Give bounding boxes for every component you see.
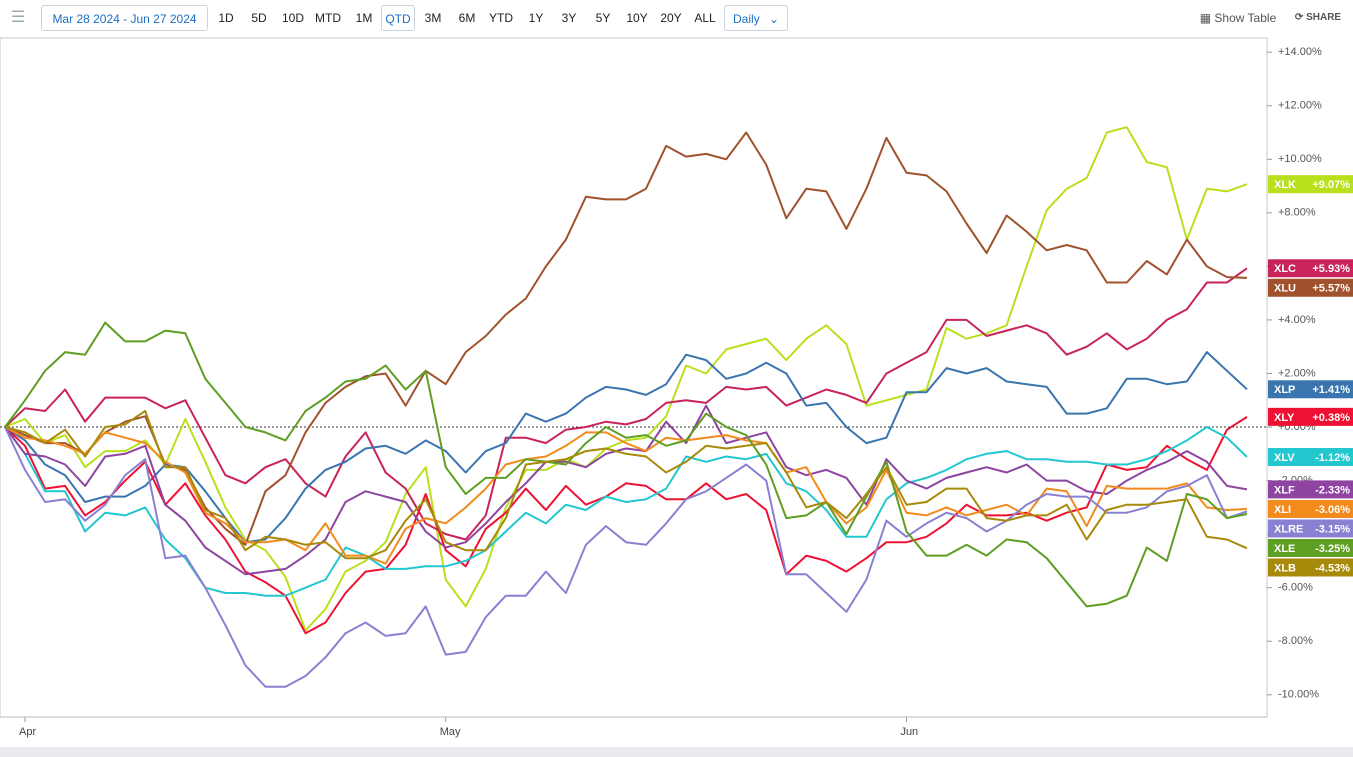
end-label-value: +1.41% — [1312, 384, 1350, 396]
end-label-name: XLV — [1274, 452, 1295, 464]
series-line — [4, 267, 1248, 541]
end-label-name: XLC — [1274, 263, 1296, 275]
end-label-name: XLRE — [1274, 523, 1303, 535]
end-label-value: -2.33% — [1315, 484, 1350, 496]
end-label-name: XLI — [1274, 504, 1291, 516]
plot-frame — [0, 37, 1268, 718]
end-label-value: -3.25% — [1315, 543, 1350, 555]
end-label-name: XLB — [1274, 562, 1296, 574]
x-tick-label: May — [440, 726, 461, 738]
end-label: XLV -1.12% — [1268, 448, 1353, 467]
x-tick-label: Apr — [19, 726, 36, 738]
end-label-value: +5.57% — [1312, 283, 1350, 295]
range-button[interactable]: 3Y — [561, 11, 577, 25]
y-tick-label: +8.00% — [1278, 207, 1316, 219]
end-label: XLE -3.25% — [1268, 538, 1353, 557]
end-label-box — [1268, 448, 1353, 467]
end-label-name: XLF — [1274, 484, 1295, 496]
range-button[interactable]: 6M — [458, 11, 476, 25]
series-line — [4, 131, 1248, 546]
end-label-box — [1268, 380, 1353, 399]
end-label-box — [1268, 519, 1353, 538]
end-label: XLF -2.33% — [1268, 480, 1353, 499]
end-label-value: -4.53% — [1315, 562, 1350, 574]
share-label: SHARE — [1306, 12, 1342, 23]
series-line — [4, 321, 1248, 608]
end-label-box — [1268, 538, 1353, 557]
x-tick-label: Jun — [900, 726, 918, 738]
y-tick-label: -6.00% — [1278, 582, 1313, 594]
y-tick-label: -8.00% — [1278, 635, 1313, 647]
end-label: XLK +9.07% — [1268, 175, 1353, 194]
end-label: XLP +1.41% — [1268, 380, 1353, 399]
end-label-box — [1268, 259, 1353, 278]
range-button[interactable]: 5D — [251, 11, 267, 25]
end-label-name: XLU — [1274, 283, 1296, 295]
share[interactable]: ⟳ SHARE — [1294, 12, 1342, 23]
end-label-value: +9.07% — [1312, 179, 1350, 191]
end-label-box — [1268, 407, 1353, 426]
y-tick-label: +10.00% — [1278, 153, 1322, 165]
end-label: XLU +5.57% — [1268, 278, 1353, 297]
series-line — [4, 126, 1248, 632]
end-label-value: -3.06% — [1315, 504, 1350, 516]
end-label-box — [1268, 175, 1353, 194]
end-label-name: XLP — [1274, 384, 1295, 396]
end-label: XLC +5.93% — [1268, 259, 1353, 278]
end-label: XLI -3.06% — [1268, 499, 1353, 518]
show-table-label: Show Table — [1214, 11, 1277, 25]
interval-label: Daily — [733, 12, 760, 26]
end-label-box — [1268, 499, 1353, 518]
range-button[interactable]: 1Y — [528, 11, 544, 25]
end-label-value: -3.15% — [1315, 523, 1350, 535]
date-range[interactable]: Mar 28 2024 - Jun 27 2024 — [41, 5, 208, 31]
y-tick-label: +14.00% — [1278, 46, 1322, 58]
range-button[interactable]: 3M — [424, 11, 442, 25]
y-tick-label: +2.00% — [1278, 367, 1316, 379]
end-label-value: -1.12% — [1315, 452, 1350, 464]
interval-select[interactable]: Daily ⌄ — [724, 5, 788, 31]
range-button[interactable]: 10D — [281, 11, 304, 25]
series-line — [4, 410, 1248, 560]
menu-icon[interactable]: ☰ — [10, 9, 26, 26]
dropdown-arrow: ⌄ — [768, 12, 779, 26]
end-label-box — [1268, 558, 1353, 577]
scrollbar — [0, 747, 1353, 757]
show-table[interactable]: ▦ Show Table — [1199, 11, 1277, 25]
toolbar: ☰ Mar 28 2024 - Jun 27 2024 1D 5D 10D MTD 1M… — [0, 0, 1353, 38]
y-tick-label: +12.00% — [1278, 100, 1322, 112]
end-label: XLRE -3.15% — [1268, 519, 1353, 538]
range-button[interactable]: YTD — [489, 11, 513, 25]
series-line — [4, 351, 1248, 544]
range-button[interactable]: QTD — [381, 5, 415, 31]
range-button[interactable]: 20Y — [660, 11, 682, 25]
end-label-value: +0.38% — [1312, 412, 1350, 424]
end-label-box — [1268, 480, 1353, 499]
series-line — [4, 404, 1248, 576]
y-tick-label: -10.00% — [1278, 689, 1319, 701]
end-label-value: +5.93% — [1312, 263, 1350, 275]
y-tick-label: +4.00% — [1278, 314, 1316, 326]
range-button[interactable]: 1M — [355, 11, 373, 25]
end-label: XLY +0.38% — [1268, 407, 1353, 426]
range-button[interactable]: MTD — [315, 11, 341, 25]
series-line — [4, 426, 1248, 597]
end-label: XLB -4.53% — [1268, 558, 1353, 577]
series-line — [4, 416, 1248, 635]
range-button[interactable]: 10Y — [626, 11, 648, 25]
end-label-box — [1268, 278, 1353, 297]
end-label-name: XLE — [1274, 543, 1295, 555]
range-button[interactable]: 5Y — [595, 11, 611, 25]
range-button[interactable]: ALL — [694, 11, 716, 25]
end-label-name: XLK — [1274, 179, 1296, 191]
series-line — [4, 426, 1248, 688]
end-label-name: XLY — [1274, 412, 1295, 424]
range-button[interactable]: 1D — [218, 11, 234, 25]
